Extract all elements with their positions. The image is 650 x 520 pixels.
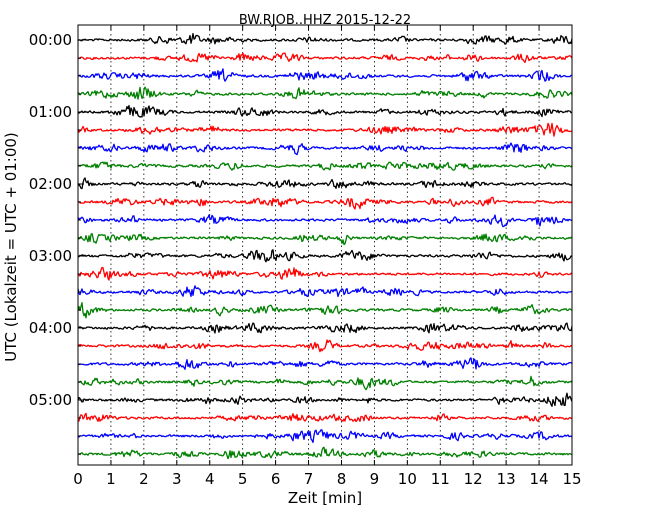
x-tick-label: 10 [398,470,417,488]
trace-0400 [77,322,573,334]
trace-0045 [77,86,573,100]
y-axis-label: UTC (Lokalzeit = UTC + 01:00) [2,132,20,362]
chart-title: BW.RJOB..HHZ 2015-12-22 [239,13,411,28]
trace-0030 [77,68,573,82]
x-tick-label: 14 [530,470,549,488]
y-axis: 00:00 01:00 02:00 03:00 04:00 05:00 [29,31,84,455]
y-tick-label: 02:00 [29,175,72,193]
y-tick-label: 03:00 [29,247,72,265]
x-tick-label: 13 [497,470,516,488]
trace-0345 [77,302,573,319]
x-tick-label: 7 [304,470,314,488]
trace-0515 [77,412,573,423]
x-tick-label: 5 [238,470,248,488]
trace-0430 [77,357,573,370]
x-tick-label: 4 [205,470,215,488]
x-axis-label: Zeit [min] [288,489,362,507]
trace-0115 [77,122,573,137]
trace-0330 [77,285,573,298]
y-tick-label: 05:00 [29,391,72,409]
trace-0100 [77,104,573,118]
x-tick-label: 12 [464,470,483,488]
trace-0200 [77,177,573,190]
x-tick-label: 6 [271,470,281,488]
trace-0230 [77,214,573,228]
trace-0530 [77,429,573,444]
trace-0315 [77,266,573,281]
plot-frame [77,24,573,466]
trace-0445 [77,375,573,391]
trace-0500 [77,392,573,407]
grid-lines [110,25,540,465]
x-tick-label: 9 [370,470,380,488]
x-axis: 0 1 2 3 4 5 6 7 8 9 10 11 12 13 14 15 [73,25,582,488]
trace-0000 [77,32,573,45]
y-tick-label: 04:00 [29,319,72,337]
x-tick-label: 11 [431,470,450,488]
x-tick-label: 2 [139,470,149,488]
x-tick-label: 0 [73,470,83,488]
x-tick-label: 8 [337,470,347,488]
y-tick-label: 01:00 [29,103,72,121]
trace-0415 [77,339,573,353]
y-tick-label: 00:00 [29,31,72,49]
x-tick-label: 3 [172,470,182,488]
x-tick-label: 1 [106,470,116,488]
trace-0130 [77,142,573,156]
seismic-traces [77,32,573,460]
trace-0545 [77,446,573,460]
trace-0300 [77,249,573,263]
trace-0015 [77,52,573,63]
trace-0215 [77,196,573,210]
x-tick-label: 15 [562,470,581,488]
trace-0245 [77,232,573,246]
trace-0145 [77,161,573,171]
